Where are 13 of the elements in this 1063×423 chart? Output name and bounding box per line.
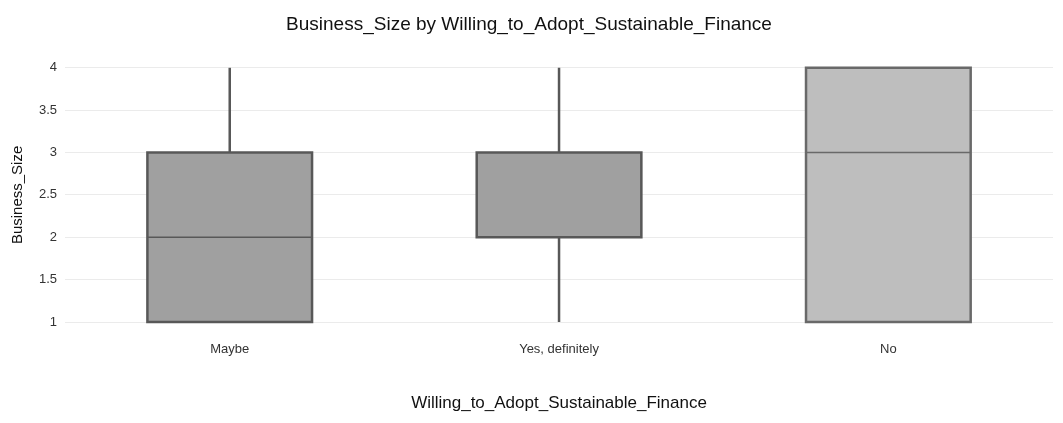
x-tick-label: Yes, definitely — [519, 341, 600, 357]
y-axis-title: Business_Size — [8, 145, 26, 245]
y-tick-label: 3 — [49, 144, 58, 160]
y-tick-label: 2.5 — [38, 186, 58, 202]
y-tick-label: 3.5 — [38, 101, 58, 117]
x-tick-label: No — [880, 341, 897, 357]
x-axis-title: Willing_to_Adopt_Sustainable_Finance — [411, 393, 707, 413]
y-tick-label: 4 — [49, 59, 58, 75]
chart-title: Business_Size by Willing_to_Adopt_Sustainable_Finance — [286, 12, 772, 35]
x-tick-label: Maybe — [210, 341, 250, 357]
y-tick-label: 2 — [49, 228, 58, 244]
y-tick-label: 1.5 — [38, 271, 58, 287]
y-tick-label: 1 — [49, 313, 58, 329]
